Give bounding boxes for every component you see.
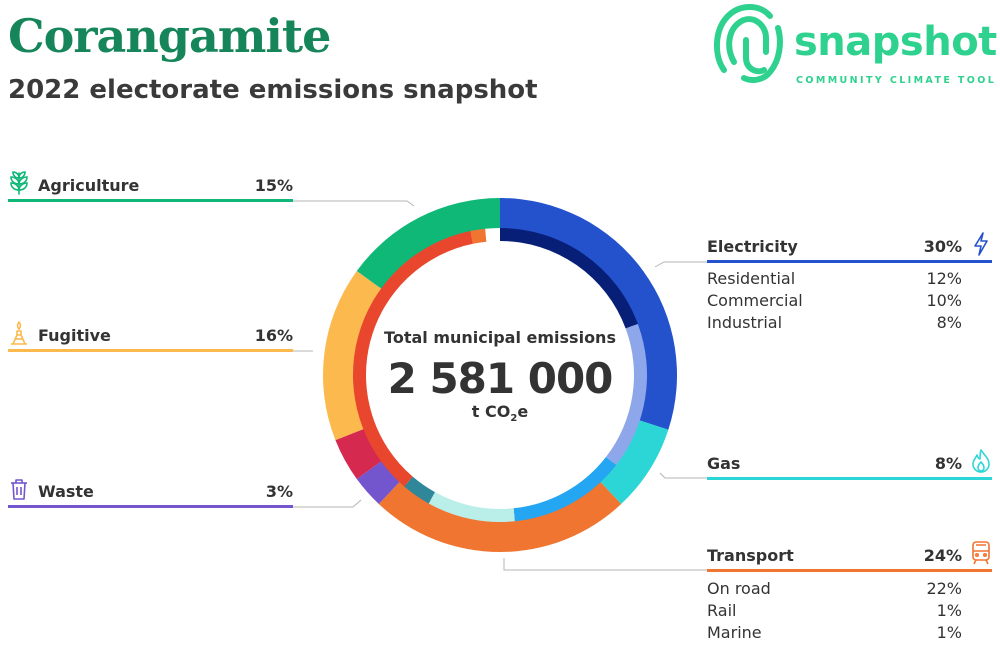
unit-subscript: 2 bbox=[510, 413, 518, 425]
leader-line-waste bbox=[293, 499, 362, 508]
total-emissions-value: 2 581 000 bbox=[387, 354, 614, 403]
logo-tagline: COMMUNITY CLIMATE TOOL bbox=[796, 75, 997, 86]
lightning-icon bbox=[974, 232, 988, 256]
category-underline bbox=[707, 477, 992, 480]
category-underline bbox=[8, 349, 293, 352]
category-percent: 16% bbox=[254, 326, 293, 345]
subcategory-label: Residential bbox=[707, 269, 796, 288]
inner-ring-segment-4 bbox=[428, 492, 515, 523]
subcategory-label: Industrial bbox=[707, 313, 783, 332]
category-underline bbox=[8, 505, 293, 508]
inner-ring bbox=[353, 228, 647, 523]
subcategory-percent: 12% bbox=[926, 269, 962, 288]
total-emissions-label: Total municipal emissions bbox=[384, 328, 616, 347]
subcategory-percent: 1% bbox=[936, 623, 962, 642]
category-transport: Transport 24% bbox=[707, 540, 992, 572]
unit-prefix: t CO bbox=[471, 402, 511, 421]
category-label: Fugitive bbox=[38, 326, 111, 345]
subcategory-label: On road bbox=[707, 579, 771, 598]
fingerprint-logo-icon bbox=[714, 4, 783, 83]
snapshot-logo: snapshot COMMUNITY CLIMATE TOOL bbox=[712, 0, 1000, 92]
subcategory-rail: Rail 1% bbox=[707, 601, 962, 623]
subcategory-commercial: Commercial 10% bbox=[707, 291, 962, 313]
subcategory-residential: Residential 12% bbox=[707, 269, 962, 291]
category-percent: 30% bbox=[923, 237, 962, 256]
category-percent: 15% bbox=[254, 176, 293, 195]
subcategory-percent: 10% bbox=[926, 291, 962, 310]
category-percent: 3% bbox=[265, 482, 293, 501]
inner-ring-segment-6 bbox=[353, 231, 474, 487]
subcategory-percent: 1% bbox=[936, 601, 962, 620]
category-waste: Waste 3% bbox=[8, 476, 293, 508]
category-underline bbox=[707, 569, 992, 572]
train-icon bbox=[972, 541, 990, 565]
subcategory-on-road: On road 22% bbox=[707, 579, 962, 601]
total-emissions-unit: t CO2e bbox=[360, 402, 640, 424]
subcategory-label: Marine bbox=[707, 623, 762, 642]
category-gas: Gas 8% bbox=[707, 448, 992, 480]
inner-ring-segment-5 bbox=[404, 476, 435, 504]
category-label: Agriculture bbox=[38, 176, 140, 195]
gas-flare-icon bbox=[11, 321, 27, 345]
subcategory-industrial: Industrial 8% bbox=[707, 313, 962, 335]
category-underline bbox=[8, 199, 293, 202]
unit-suffix: e bbox=[517, 402, 529, 421]
leader-line-transport bbox=[503, 558, 707, 571]
subcategory-percent: 22% bbox=[926, 579, 962, 598]
subcategory-label: Commercial bbox=[707, 291, 803, 310]
leader-line-electricity bbox=[654, 261, 707, 268]
category-percent: 24% bbox=[923, 546, 962, 565]
category-fugitive: Fugitive 16% bbox=[8, 320, 293, 352]
donut-segment-transport bbox=[378, 479, 622, 552]
wheat-icon bbox=[10, 171, 28, 195]
subcategory-marine: Marine 1% bbox=[707, 623, 962, 645]
trash-icon bbox=[11, 479, 27, 500]
category-percent: 8% bbox=[934, 454, 962, 473]
leader-line-agriculture bbox=[293, 200, 415, 207]
logo-wordmark: snapshot bbox=[794, 19, 997, 65]
flame-icon bbox=[972, 449, 990, 473]
category-label: Electricity bbox=[707, 237, 798, 256]
category-label: Waste bbox=[38, 482, 94, 501]
leader-line-gas bbox=[659, 472, 707, 479]
subcategory-label: Rail bbox=[707, 601, 737, 620]
category-agriculture: Agriculture 15% bbox=[8, 170, 293, 202]
donut-segment-electricity bbox=[500, 198, 678, 430]
donut-segment-agriculture bbox=[356, 197, 500, 291]
donut-segment-gas bbox=[597, 419, 669, 505]
leader-lines bbox=[293, 200, 707, 571]
category-underline bbox=[707, 260, 992, 263]
page-subtitle: 2022 electorate emissions snapshot bbox=[8, 75, 538, 105]
inner-ring-segment-1 bbox=[500, 228, 638, 329]
category-label: Transport bbox=[707, 546, 794, 565]
inner-ring-segment-2 bbox=[605, 323, 647, 465]
inner-ring-segment-3 bbox=[513, 457, 617, 522]
category-label: Gas bbox=[707, 454, 741, 473]
inner-ring-segment-7 bbox=[470, 228, 487, 244]
inner-ring-segment-8 bbox=[485, 228, 500, 242]
page-title: Corangamite bbox=[8, 9, 331, 63]
category-electricity: Electricity 30% bbox=[707, 231, 992, 263]
subcategory-percent: 8% bbox=[936, 313, 962, 332]
